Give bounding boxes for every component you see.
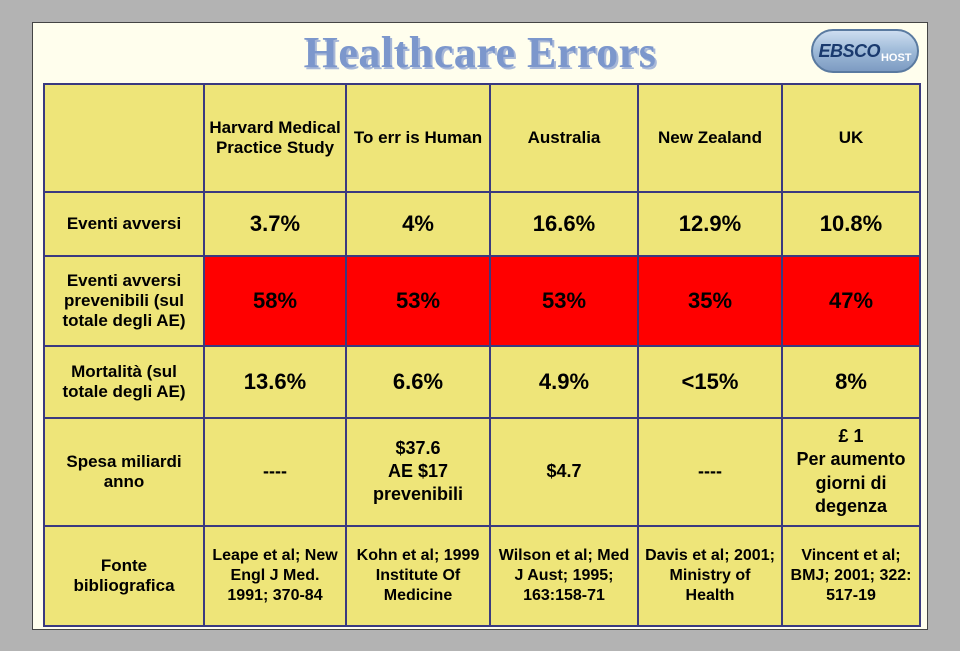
table-row: Spesa miliardi anno ---- $37.6AE $17 pre… bbox=[44, 418, 920, 526]
cell: $37.6AE $17 prevenibili bbox=[346, 418, 490, 526]
cell: 47% bbox=[782, 256, 920, 346]
table-header-row: Harvard Medical Practice Study To err is… bbox=[44, 84, 920, 192]
header-harvard: Harvard Medical Practice Study bbox=[204, 84, 346, 192]
cell: Kohn et al; 1999 Institute Of Medicine bbox=[346, 526, 490, 626]
header-australia: Australia bbox=[490, 84, 638, 192]
cell: 13.6% bbox=[204, 346, 346, 418]
cell: 53% bbox=[490, 256, 638, 346]
slide: Healthcare Errors EBSCO HOST Harvard Med… bbox=[32, 22, 928, 630]
cell: 4.9% bbox=[490, 346, 638, 418]
row-label: Eventi avversi bbox=[44, 192, 204, 256]
row-label: Mortalità (sul totale degli AE) bbox=[44, 346, 204, 418]
row-label: Spesa miliardi anno bbox=[44, 418, 204, 526]
cell: ---- bbox=[204, 418, 346, 526]
header-toerr: To err is Human bbox=[346, 84, 490, 192]
table-row: Eventi avversi prevenibili (sul totale d… bbox=[44, 256, 920, 346]
cell: 6.6% bbox=[346, 346, 490, 418]
cell: Davis et al; 2001; Ministry of Health bbox=[638, 526, 782, 626]
cell: 10.8% bbox=[782, 192, 920, 256]
healthcare-errors-table: Harvard Medical Practice Study To err is… bbox=[43, 83, 921, 627]
header-blank bbox=[44, 84, 204, 192]
slide-title: Healthcare Errors bbox=[33, 27, 927, 78]
header-uk: UK bbox=[782, 84, 920, 192]
cell: <15% bbox=[638, 346, 782, 418]
row-label: Eventi avversi prevenibili (sul totale d… bbox=[44, 256, 204, 346]
table-row: Eventi avversi 3.7% 4% 16.6% 12.9% 10.8% bbox=[44, 192, 920, 256]
cell: Wilson et al; Med J Aust; 1995; 163:158-… bbox=[490, 526, 638, 626]
cell: ---- bbox=[638, 418, 782, 526]
cell: 58% bbox=[204, 256, 346, 346]
table-row: Mortalità (sul totale degli AE) 13.6% 6.… bbox=[44, 346, 920, 418]
cell: 8% bbox=[782, 346, 920, 418]
table-row: Fonte bibliografica Leape et al; New Eng… bbox=[44, 526, 920, 626]
row-label: Fonte bibliografica bbox=[44, 526, 204, 626]
cell: Leape et al; New Engl J Med. 1991; 370-8… bbox=[204, 526, 346, 626]
cell: 4% bbox=[346, 192, 490, 256]
logo-brand: EBSCO bbox=[818, 41, 880, 62]
cell: 3.7% bbox=[204, 192, 346, 256]
cell: £ 1Per aumento giorni di degenza bbox=[782, 418, 920, 526]
cell: 12.9% bbox=[638, 192, 782, 256]
ebsco-logo: EBSCO HOST bbox=[811, 29, 919, 73]
cell: $4.7 bbox=[490, 418, 638, 526]
cell: Vincent et al; BMJ; 2001; 322: 517-19 bbox=[782, 526, 920, 626]
cell: 53% bbox=[346, 256, 490, 346]
header-newzealand: New Zealand bbox=[638, 84, 782, 192]
cell: 16.6% bbox=[490, 192, 638, 256]
cell: 35% bbox=[638, 256, 782, 346]
logo-sub: HOST bbox=[881, 52, 912, 64]
